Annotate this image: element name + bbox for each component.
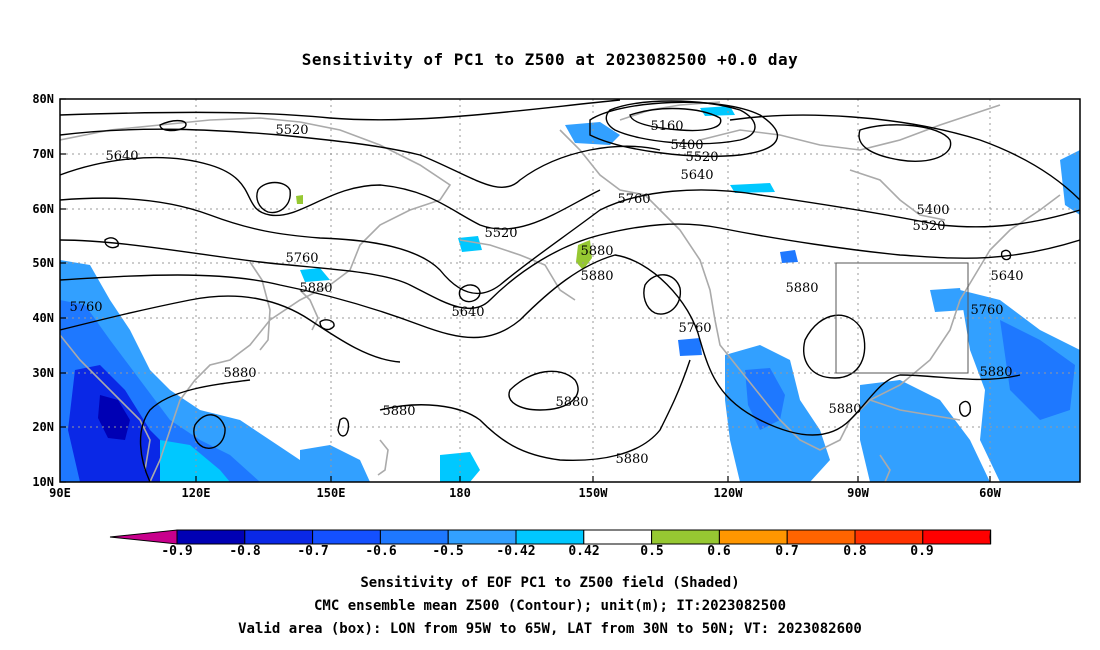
- z500-contours: [60, 99, 1080, 482]
- axis-ticks: [60, 98, 991, 483]
- colorbar-swatch: [718, 529, 788, 545]
- shade-positive-east-asia: [296, 195, 303, 204]
- colorbar-label: -0.9: [161, 544, 193, 559]
- colorbar-label: 0.5: [640, 544, 664, 559]
- shade-aleutian: [458, 236, 482, 252]
- colorbar-label: -0.42: [496, 544, 536, 559]
- colorbar-swatch: [515, 529, 585, 545]
- colorbar-arrow-right: [989, 529, 992, 545]
- lat-label: 30N: [32, 366, 54, 380]
- contour-label: 5880: [580, 244, 613, 259]
- contour-labels-extra: 5880 5880: [555, 395, 861, 417]
- contour-label: 5520: [484, 226, 517, 241]
- shade-central-pacific: [300, 445, 370, 482]
- contour-label: 5640: [451, 305, 484, 320]
- contour-label: 5520: [685, 150, 718, 165]
- lon-label: 90W: [847, 486, 869, 500]
- lat-label: 70N: [32, 147, 54, 161]
- colorbar-swatch: [312, 529, 381, 545]
- contour-label: 5760: [69, 300, 102, 315]
- colorbar-swatch: [244, 529, 314, 545]
- lat-label: 40N: [32, 311, 54, 325]
- colorbar-swatch: [651, 529, 720, 545]
- lon-label: 150E: [316, 486, 346, 500]
- lon-label: 120E: [181, 486, 211, 500]
- contour-label: 5760: [617, 192, 650, 207]
- lat-label: 60N: [32, 202, 54, 216]
- contour-label: 5400: [670, 138, 703, 153]
- map-title: Sensitivity of PC1 to Z500 at 2023082500…: [301, 50, 799, 69]
- colorbar-label: 0.7: [775, 544, 799, 559]
- colorbar-swatch: [786, 529, 856, 545]
- lat-label: 80N: [32, 92, 54, 106]
- contour-label: 5880: [828, 402, 861, 417]
- sensitivity-shading: [60, 106, 1080, 482]
- colorbar-swatch: [447, 529, 517, 545]
- shade-south-china: [160, 440, 230, 482]
- grid-lines: [60, 99, 1080, 482]
- contour-label: 5640: [990, 269, 1023, 284]
- caption-valid-area: Valid area (box): LON from 95W to 65W, L…: [238, 621, 862, 637]
- contour-label: 5760: [970, 303, 1003, 318]
- shade-greenland: [1060, 150, 1080, 215]
- contour-label: 5520: [275, 123, 308, 138]
- contour-label: 5760: [678, 321, 711, 336]
- lat-label: 50N: [32, 256, 54, 270]
- contour-label: 5880: [580, 269, 613, 284]
- map-frame: [59, 98, 1081, 483]
- colorbar: [109, 529, 992, 545]
- contour-label: 5640: [105, 149, 138, 164]
- colorbar-label: 0.9: [910, 544, 934, 559]
- contour-label: 5880: [299, 281, 332, 296]
- contour-label: 5880: [382, 404, 415, 419]
- colorbar-label: 0.6: [707, 544, 731, 559]
- shade-japan-sea: [300, 268, 330, 282]
- colorbar-swatch: [922, 529, 992, 545]
- colorbar-arrow-left: [109, 529, 178, 545]
- lon-label: 150W: [578, 486, 608, 500]
- contour-label: 5400: [916, 203, 949, 218]
- contour-label: 5880: [223, 366, 256, 381]
- colorbar-label: -0.7: [297, 544, 329, 559]
- shade-mexico-bay: [678, 338, 702, 356]
- shade-east-canada: [930, 288, 965, 312]
- contour-label: 5880: [555, 395, 588, 410]
- caption-shading: Sensitivity of EOF PC1 to Z500 field (Sh…: [360, 575, 740, 591]
- valid-area-box: [835, 262, 969, 374]
- contour-label: 5640: [680, 168, 713, 183]
- contour-label: 5160: [650, 119, 683, 134]
- contour-label: 5520: [912, 219, 945, 234]
- contour-labels: 5520 5640 5160 5400 5520 5640 5400 5520 …: [69, 119, 1023, 467]
- lon-label: 90E: [49, 486, 71, 500]
- shade-caribbean: [860, 380, 990, 482]
- lat-label: 10N: [32, 475, 54, 489]
- colorbar-label: -0.5: [432, 544, 464, 559]
- colorbar-swatch: [583, 529, 653, 545]
- colorbar-label: -0.8: [229, 544, 261, 559]
- shade-atlantic-core: [1000, 320, 1075, 420]
- contour-label: 5880: [979, 365, 1012, 380]
- shade-lakes: [780, 250, 798, 263]
- colorbar-swatch: [854, 529, 924, 545]
- contour-label: 5880: [615, 452, 648, 467]
- lon-label: 60W: [979, 486, 1001, 500]
- colorbar-label: -0.6: [365, 544, 397, 559]
- lon-label: 120W: [713, 486, 743, 500]
- shade-west-pacific-max: [98, 395, 130, 440]
- contour-label: 5880: [785, 281, 818, 296]
- colorbar-swatch: [176, 529, 246, 545]
- lon-label: 180: [449, 486, 471, 500]
- shade-hudson: [730, 183, 775, 193]
- caption-contour: CMC ensemble mean Z500 (Contour); unit(m…: [313, 598, 786, 614]
- colorbar-label: 0.42: [568, 544, 600, 559]
- shade-arctic-1: [565, 122, 620, 145]
- colorbar-swatch: [379, 529, 449, 545]
- lat-label: 20N: [32, 420, 54, 434]
- contour-label: 5760: [285, 251, 318, 266]
- colorbar-label: 0.8: [843, 544, 867, 559]
